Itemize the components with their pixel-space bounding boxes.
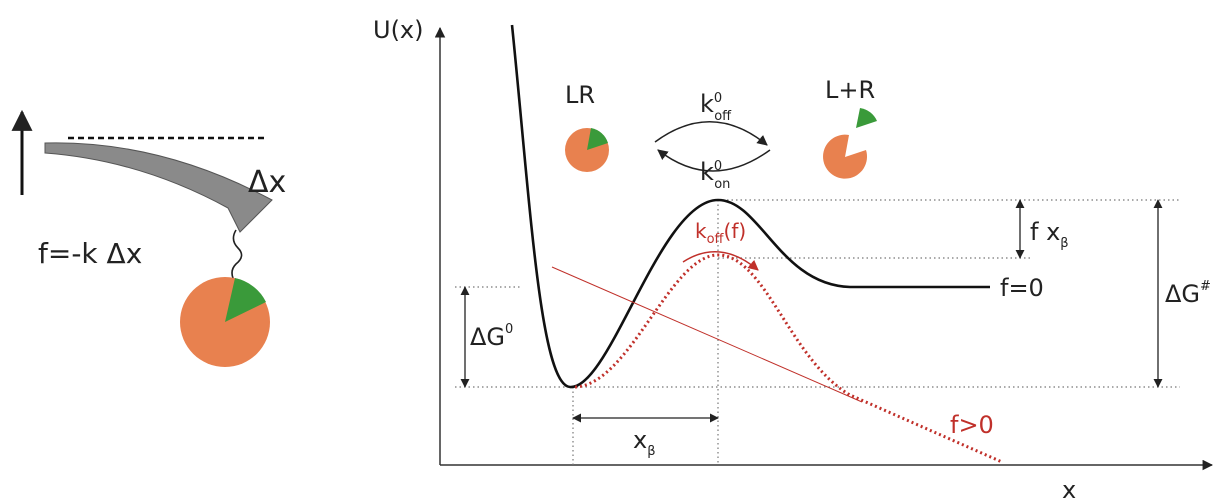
barrier-shift-label: f xβ bbox=[1030, 218, 1069, 251]
symbol: ΔG bbox=[470, 323, 505, 351]
page: Force-dependent energy landscape {"axes"… bbox=[0, 0, 1226, 501]
symbol: k bbox=[700, 158, 714, 186]
y-axis-label: U(x) bbox=[373, 16, 424, 44]
force-label: f>0 bbox=[950, 411, 994, 439]
diagram: Δx f=-k Δx U(x) x f=0 f>0 ΔG0 ΔG# f xβ x… bbox=[0, 0, 1226, 501]
deflection-label: Δx bbox=[248, 165, 286, 200]
superscript: 0 bbox=[714, 159, 722, 174]
subscript: on bbox=[714, 177, 730, 192]
distance-label: xβ bbox=[633, 426, 656, 459]
subscript: β bbox=[1060, 236, 1068, 251]
off-rate-arrow bbox=[655, 122, 767, 145]
guide-lines bbox=[455, 200, 1180, 465]
zero-force-label: f=0 bbox=[1000, 274, 1044, 302]
symbol: k bbox=[695, 219, 707, 243]
force-tilt-line bbox=[552, 267, 862, 402]
force-law: f=-k Δx bbox=[38, 237, 142, 270]
subscript: off bbox=[714, 109, 732, 124]
superscript: 0 bbox=[505, 322, 513, 337]
bound-label: LR bbox=[565, 81, 595, 109]
subscript: β bbox=[647, 444, 655, 459]
symbol: ΔG bbox=[1165, 280, 1200, 308]
force-rate-label: koff(f) bbox=[695, 219, 746, 247]
x-axis-label: x bbox=[1062, 476, 1076, 501]
tether bbox=[232, 230, 242, 284]
off-rate-label: k0 off bbox=[700, 90, 732, 124]
symbol: x bbox=[633, 426, 647, 454]
free-energy-label: ΔG0 bbox=[470, 322, 513, 351]
unbound-label: L+R bbox=[825, 76, 875, 104]
cantilever bbox=[45, 143, 272, 232]
unbound-ligand bbox=[856, 108, 877, 128]
on-rate-label: k0 on bbox=[700, 158, 730, 192]
zero-force-curve bbox=[512, 25, 990, 387]
subscript: off bbox=[707, 232, 725, 247]
force-rate-arrow bbox=[683, 252, 758, 270]
body: Δx f=-k Δx U(x) x f=0 f>0 ΔG0 ΔG# f xβ x… bbox=[0, 0, 1226, 501]
symbol: f x bbox=[1030, 218, 1060, 246]
suffix: (f) bbox=[724, 219, 747, 243]
symbol: k bbox=[700, 90, 714, 118]
barrier-label: ΔG# bbox=[1165, 279, 1211, 308]
superscript: 0 bbox=[714, 91, 722, 106]
unbound-receptor bbox=[823, 135, 867, 179]
superscript: # bbox=[1200, 279, 1211, 294]
